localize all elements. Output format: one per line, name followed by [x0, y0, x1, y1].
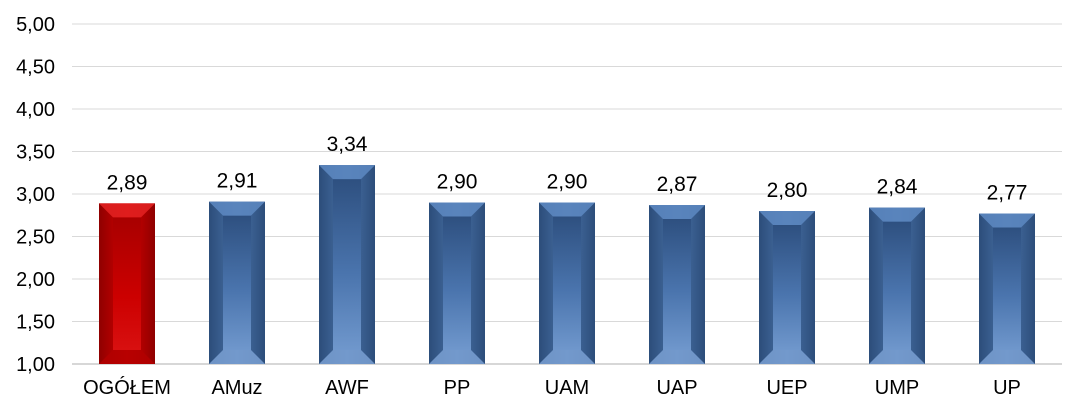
y-tick-label: 3,50: [16, 142, 55, 164]
bar-bottom-bevel: [319, 350, 375, 364]
bar-face: [443, 216, 471, 350]
bar-face: [993, 227, 1021, 350]
bar-bottom-bevel: [869, 350, 925, 364]
y-tick-label: 2,00: [16, 269, 55, 291]
category-label: UP: [993, 377, 1021, 399]
data-label: 2,90: [437, 171, 478, 194]
bar-face: [553, 216, 581, 350]
bar-top-bevel: [209, 201, 265, 216]
bar-bottom-bevel: [99, 350, 155, 364]
bar-top-bevel: [99, 203, 155, 218]
data-label: 2,90: [547, 171, 588, 194]
bar-face: [663, 219, 691, 350]
category-label: UEP: [766, 377, 807, 399]
category-label: OGÓŁEM: [83, 376, 171, 399]
bar-top-bevel: [319, 165, 375, 180]
y-tick-label: 1,50: [16, 312, 55, 334]
category-label: UMP: [875, 377, 919, 399]
bar-face: [883, 221, 911, 350]
bar-uap: [649, 205, 705, 364]
y-tick-label: 3,00: [16, 184, 55, 206]
bar-top-bevel: [979, 213, 1035, 228]
bar-uam: [539, 202, 595, 364]
y-tick-label: 4,50: [16, 57, 55, 79]
data-label: 2,91: [217, 170, 258, 193]
bar-bottom-bevel: [429, 350, 485, 364]
category-label: UAM: [545, 377, 589, 399]
bar-face: [113, 217, 141, 350]
data-label: 2,80: [767, 179, 808, 202]
bar-bottom-bevel: [979, 350, 1035, 364]
data-label: 2,84: [877, 176, 918, 199]
category-label: AMuz: [211, 377, 262, 399]
bar-ogółem: [99, 203, 155, 364]
bar-top-bevel: [539, 202, 595, 217]
data-label: 2,89: [107, 171, 148, 194]
bar-up: [979, 213, 1035, 364]
y-tick-label: 1,00: [16, 354, 55, 376]
bar-bottom-bevel: [209, 350, 265, 364]
bar-top-bevel: [759, 211, 815, 225]
x-axis-category-labels: OGÓŁEM AMuz AWF PP UAM UAP UEP UMP UP: [83, 376, 1021, 399]
bar-uep: [759, 211, 815, 364]
bar-awf: [319, 165, 375, 364]
y-tick-label: 5,00: [16, 14, 55, 36]
bar-bottom-bevel: [649, 350, 705, 364]
bar-face: [223, 215, 251, 350]
data-label: 2,77: [987, 182, 1028, 205]
bar-pp: [429, 202, 485, 364]
bar-face: [773, 225, 801, 350]
bar-ump: [869, 207, 925, 364]
bars: [99, 165, 1035, 364]
data-labels: 2,89 2,91 3,34 2,90 2,90 2,87 2,80 2,84 2,77: [107, 133, 1028, 204]
bar-top-bevel: [429, 202, 485, 217]
bar-bottom-bevel: [759, 350, 815, 364]
bar-top-bevel: [649, 205, 705, 220]
y-tick-label: 4,00: [16, 99, 55, 121]
category-label: PP: [444, 377, 471, 399]
data-label: 2,87: [657, 173, 698, 196]
y-tick-label: 2,50: [16, 227, 55, 249]
bar-face: [333, 179, 361, 350]
y-axis-tick-labels: 1,00 1,50 2,00 2,50 3,00 3,50 4,00 4,50 5,00: [16, 14, 55, 376]
bar-amuz: [209, 201, 265, 364]
data-label: 3,34: [327, 133, 368, 156]
category-label: AWF: [325, 377, 369, 399]
category-label: UAP: [656, 377, 697, 399]
bar-bottom-bevel: [539, 350, 595, 364]
bar-top-bevel: [869, 207, 925, 222]
